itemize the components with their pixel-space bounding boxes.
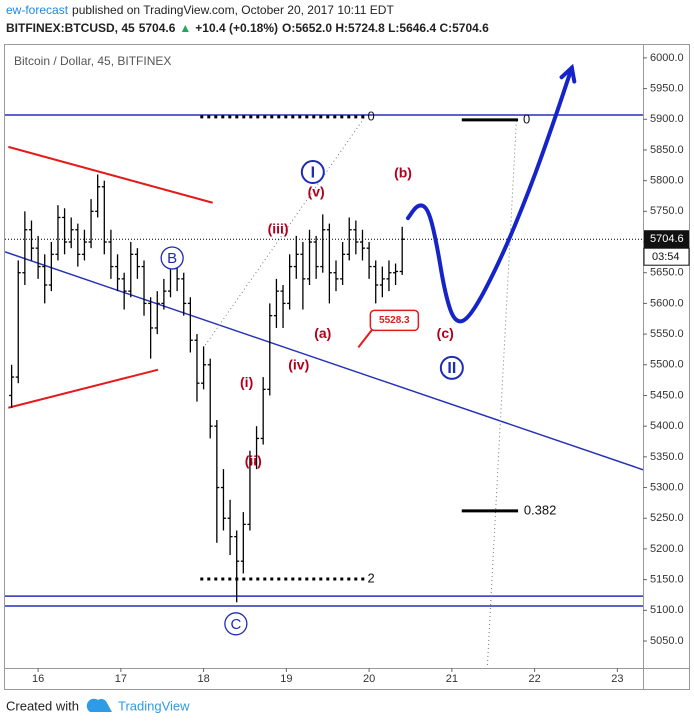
last-price-box (644, 230, 689, 249)
x-tick-label: 22 (528, 673, 540, 685)
symbol-line: BITFINEX:BTCUSD, 45 5704.6 ▲ +10.4 (+0.18%)… (6, 21, 493, 35)
published: published on TradingView.com, October 20… (72, 3, 394, 17)
price-tag-box (369, 309, 420, 332)
wave-label: (ii) (245, 452, 262, 468)
x-tick-label: 23 (611, 673, 623, 685)
fib-label: 0.382 (524, 502, 557, 517)
wave-circle-label: C (230, 616, 241, 633)
author[interactable]: ew-forecast (6, 3, 69, 17)
price-tag-pointer (357, 328, 374, 349)
x-tick-label: 19 (280, 673, 292, 685)
up-arrow: ▲ (179, 21, 192, 35)
chart-frame (4, 44, 690, 690)
ohlc: O:5652.0 H:5724.8 L:5646.4 C:5704.6 (282, 21, 489, 35)
y-tick-label: 5950.0 (650, 82, 684, 94)
y-tick-label: 5850.0 (650, 144, 684, 156)
last: 5704.6 (138, 21, 176, 35)
publish-line: ew-forecast published on TradingView.com,… (6, 3, 398, 17)
axes: 5050.0 5100.0 5150.0 5200.0 5250.0 5300.0 5350… (32, 52, 690, 685)
fib-label: 2 (367, 570, 374, 585)
wave-circle (439, 355, 464, 380)
x-tick-label: 20 (363, 673, 375, 685)
wave-label: (v) (308, 184, 325, 200)
wave-circle-label: I (311, 164, 315, 181)
change: +10.4 (+0.18%) (195, 21, 279, 35)
y-tick-label: 5550.0 (650, 328, 684, 340)
fib-label: 0 (367, 108, 374, 123)
y-tick-label: 5650.0 (650, 267, 684, 279)
wave-circle (160, 246, 184, 270)
drawing-line (204, 116, 366, 346)
y-tick-label: 6000.0 (650, 52, 684, 64)
chart-legend: Bitcoin / Dollar, 45, BITFINEX (14, 54, 171, 68)
x-tick-label: 17 (115, 673, 127, 685)
wave-label: (i) (240, 374, 253, 390)
y-tick-label: 5300.0 (650, 481, 684, 493)
x-tick-label: 16 (32, 673, 44, 685)
x-tick-label: 21 (446, 673, 458, 685)
projection-path (405, 65, 574, 324)
wave-circle (300, 160, 325, 185)
wave-label: (iv) (288, 357, 309, 373)
y-tick-label: 5400.0 (650, 420, 684, 432)
price-tag-label: 5528.3 (379, 315, 410, 326)
fib-label: 0 (523, 111, 530, 126)
drawing-line (8, 368, 159, 409)
drawing-line (8, 145, 213, 204)
wave-circle (224, 612, 248, 636)
y-tick-label: 5600.0 (650, 297, 684, 309)
wave-circle-label: II (447, 360, 456, 377)
brand-logo (86, 698, 112, 712)
wave-circle-label: B (167, 250, 177, 267)
footer-created: Created with (6, 698, 79, 713)
y-tick-label: 5500.0 (650, 359, 684, 371)
y-tick-label: 5100.0 (650, 604, 684, 616)
countdown-box (643, 247, 690, 266)
symbol: BITFINEX:BTCUSD, 45 (6, 21, 135, 35)
y-tick-label: 5150.0 (650, 574, 684, 586)
y-tick-label: 5050.0 (650, 635, 684, 647)
footer-brand[interactable]: TradingView (118, 698, 190, 713)
countdown-label: 03:54 (652, 251, 680, 263)
wave-label: (a) (314, 325, 331, 341)
y-tick-label: 5250.0 (650, 512, 684, 524)
last-price-label: 5704.6 (650, 233, 684, 245)
y-tick-label: 5750.0 (650, 205, 684, 217)
drawing-line (5, 251, 643, 471)
drawing-line (486, 119, 517, 665)
y-tick-label: 5800.0 (650, 175, 684, 187)
wave-label: (c) (437, 325, 454, 341)
plot-area (5, 63, 643, 665)
y-tick-label: 5900.0 (650, 113, 684, 125)
x-tick-label: 18 (197, 673, 209, 685)
y-tick-label: 5200.0 (650, 543, 684, 555)
wave-label: (iii) (268, 220, 289, 236)
wave-label: (b) (394, 165, 412, 181)
y-tick-label: 5350.0 (650, 451, 684, 463)
y-tick-label: 5450.0 (650, 389, 684, 401)
projection-arrowhead (559, 63, 577, 84)
